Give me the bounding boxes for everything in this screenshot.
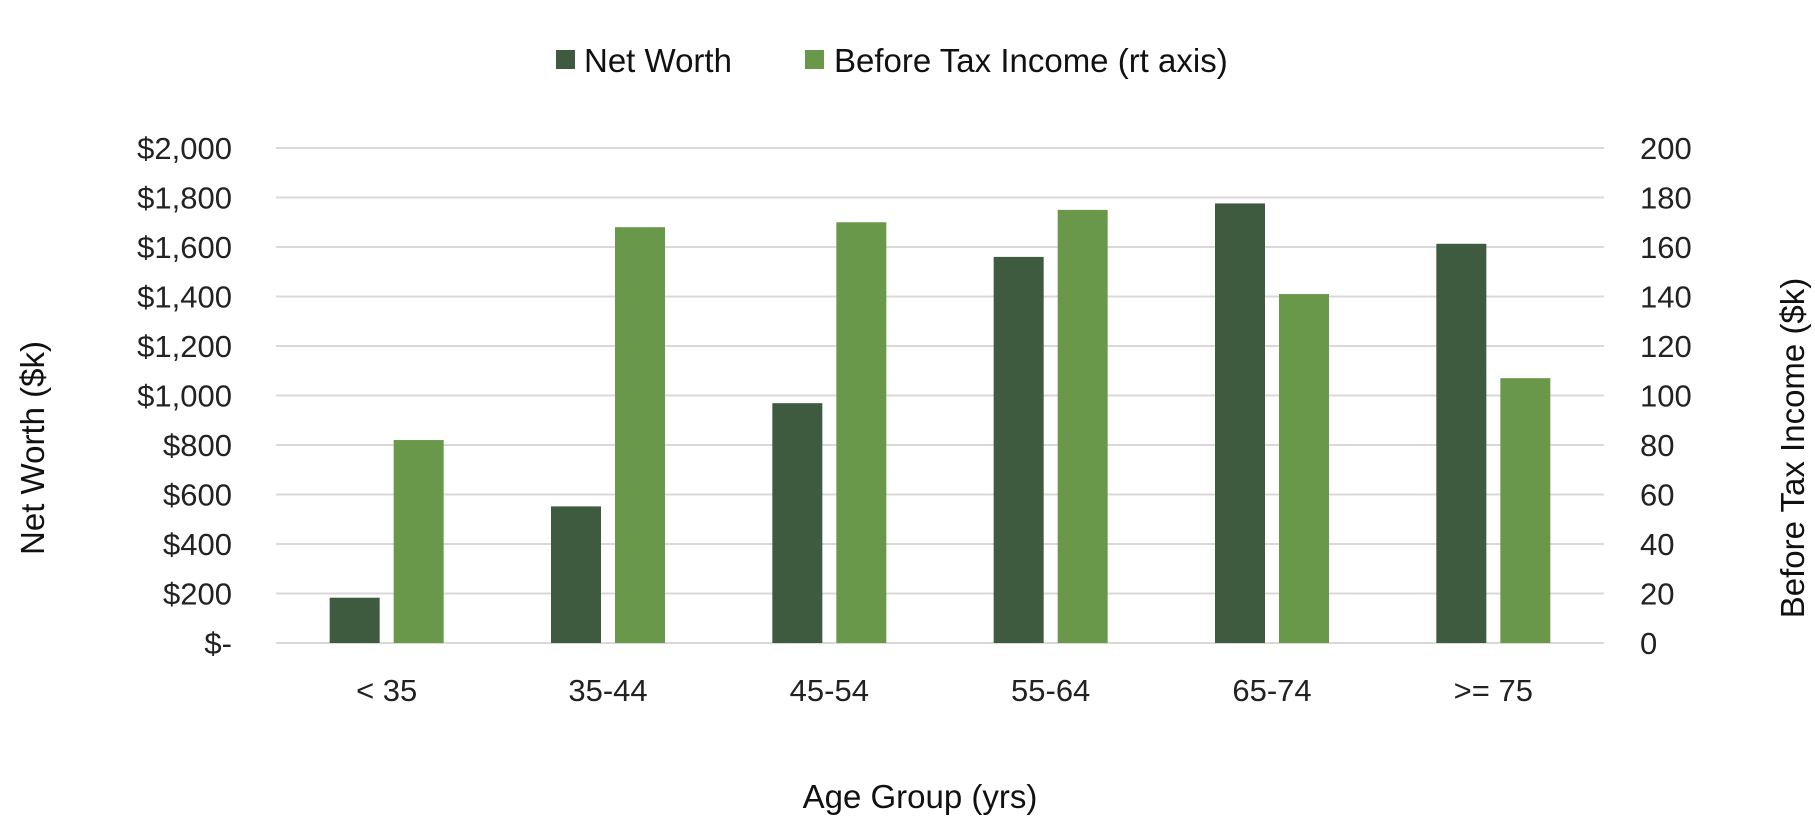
x-axis-ticks: < 35 35-44 45-54 55-64 65-74 >= 75 <box>356 673 1533 708</box>
left-axis-ticks: $- $200 $400 $600 $800 $1,000 $1,200 $1,400 $1,6… <box>137 131 232 661</box>
bar-net-worth <box>1215 203 1265 643</box>
left-axis-tick-label: $2,000 <box>137 131 232 166</box>
left-axis-tick-label: $800 <box>163 428 232 463</box>
bar-before-tax-income <box>1057 209 1108 643</box>
legend-label-before-tax-income: Before Tax Income (rt axis) <box>834 42 1228 79</box>
legend: Net Worth Before Tax Income (rt axis) <box>556 42 1228 79</box>
legend-swatch-before-tax-income <box>805 50 824 69</box>
gridlines <box>276 147 1604 644</box>
right-axis-tick-label: 120 <box>1640 329 1692 364</box>
bar-before-tax-income <box>836 222 887 643</box>
right-axis-tick-label: 100 <box>1640 379 1692 414</box>
left-axis-tick-label: $400 <box>163 527 232 562</box>
right-axis-title: Before Tax Income ($k) <box>1774 278 1811 619</box>
right-axis-tick-label: 40 <box>1640 527 1674 562</box>
left-axis-tick-label: $200 <box>163 577 232 612</box>
bar-before-tax-income <box>615 227 665 643</box>
bar-net-worth <box>993 256 1044 643</box>
bar-net-worth <box>329 597 380 643</box>
left-axis-tick-label: $1,800 <box>137 181 232 216</box>
right-axis-tick-label: 160 <box>1640 230 1692 265</box>
bar-net-worth <box>772 403 823 643</box>
left-axis-tick-label: $- <box>204 626 232 661</box>
right-axis-tick-label: 140 <box>1640 280 1692 315</box>
legend-label-net-worth: Net Worth <box>584 42 732 79</box>
left-axis-tick-label: $1,000 <box>137 379 232 414</box>
x-axis-tick-label: 65-74 <box>1232 673 1311 708</box>
bar-net-worth <box>1436 243 1487 643</box>
left-axis-tick-label: $1,200 <box>137 329 232 364</box>
bar-before-tax-income <box>1279 294 1329 643</box>
legend-swatch-net-worth <box>556 50 575 69</box>
x-axis-tick-label: 55-64 <box>1011 673 1090 708</box>
bar-before-tax-income <box>393 440 444 643</box>
bar-before-tax-income <box>1500 378 1551 643</box>
right-axis-tick-label: 0 <box>1640 626 1657 661</box>
x-axis-tick-label: >= 75 <box>1454 673 1533 708</box>
bar-net-worth <box>551 506 601 643</box>
left-axis-tick-label: $600 <box>163 478 232 513</box>
right-axis-tick-label: 80 <box>1640 428 1674 463</box>
right-axis-tick-label: 200 <box>1640 131 1692 166</box>
right-axis-ticks: 0 20 40 60 80 100 120 140 160 180 200 <box>1640 131 1692 661</box>
left-axis-tick-label: $1,400 <box>137 280 232 315</box>
right-axis-tick-label: 20 <box>1640 577 1674 612</box>
x-axis-title: Age Group (yrs) <box>803 778 1038 815</box>
x-axis-tick-label: < 35 <box>356 673 417 708</box>
bars <box>329 203 1551 643</box>
right-axis-tick-label: 60 <box>1640 478 1674 513</box>
left-axis-tick-label: $1,600 <box>137 230 232 265</box>
x-axis-tick-label: 45-54 <box>790 673 869 708</box>
right-axis-tick-label: 180 <box>1640 181 1692 216</box>
x-axis-tick-label: 35-44 <box>568 673 647 708</box>
left-axis-title: Net Worth ($k) <box>14 341 51 555</box>
